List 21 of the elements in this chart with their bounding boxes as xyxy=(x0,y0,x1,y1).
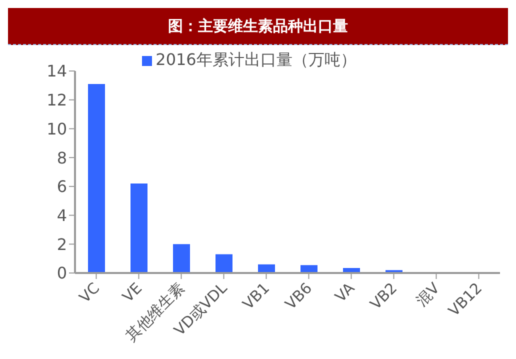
y-tick-label: 10 xyxy=(46,119,67,138)
bar xyxy=(88,84,105,273)
legend-label: 2016年累计出口量（万吨） xyxy=(156,50,356,69)
bar xyxy=(173,244,190,273)
y-tick-label: 6 xyxy=(56,177,67,196)
y-tick-label: 0 xyxy=(56,264,67,283)
chart-title: 图：主要维生素品种出口量 xyxy=(8,8,508,45)
y-tick-label: 8 xyxy=(56,148,67,168)
x-tick-label: VA xyxy=(332,278,359,306)
x-tick-label: 混V xyxy=(412,278,444,310)
bar xyxy=(130,184,148,273)
x-tick-label: VE xyxy=(118,279,146,306)
x-tick-label: VB2 xyxy=(366,279,401,314)
y-tick-label: 2 xyxy=(56,234,67,254)
x-tick-label: VC xyxy=(76,279,104,306)
x-tick-label: VB6 xyxy=(282,279,316,314)
y-tick-label: 12 xyxy=(46,90,67,110)
y-tick-label: 14 xyxy=(46,62,67,81)
bar xyxy=(216,254,232,273)
y-tick-label: 4 xyxy=(56,206,67,225)
x-tick-label: VB1 xyxy=(239,279,274,314)
